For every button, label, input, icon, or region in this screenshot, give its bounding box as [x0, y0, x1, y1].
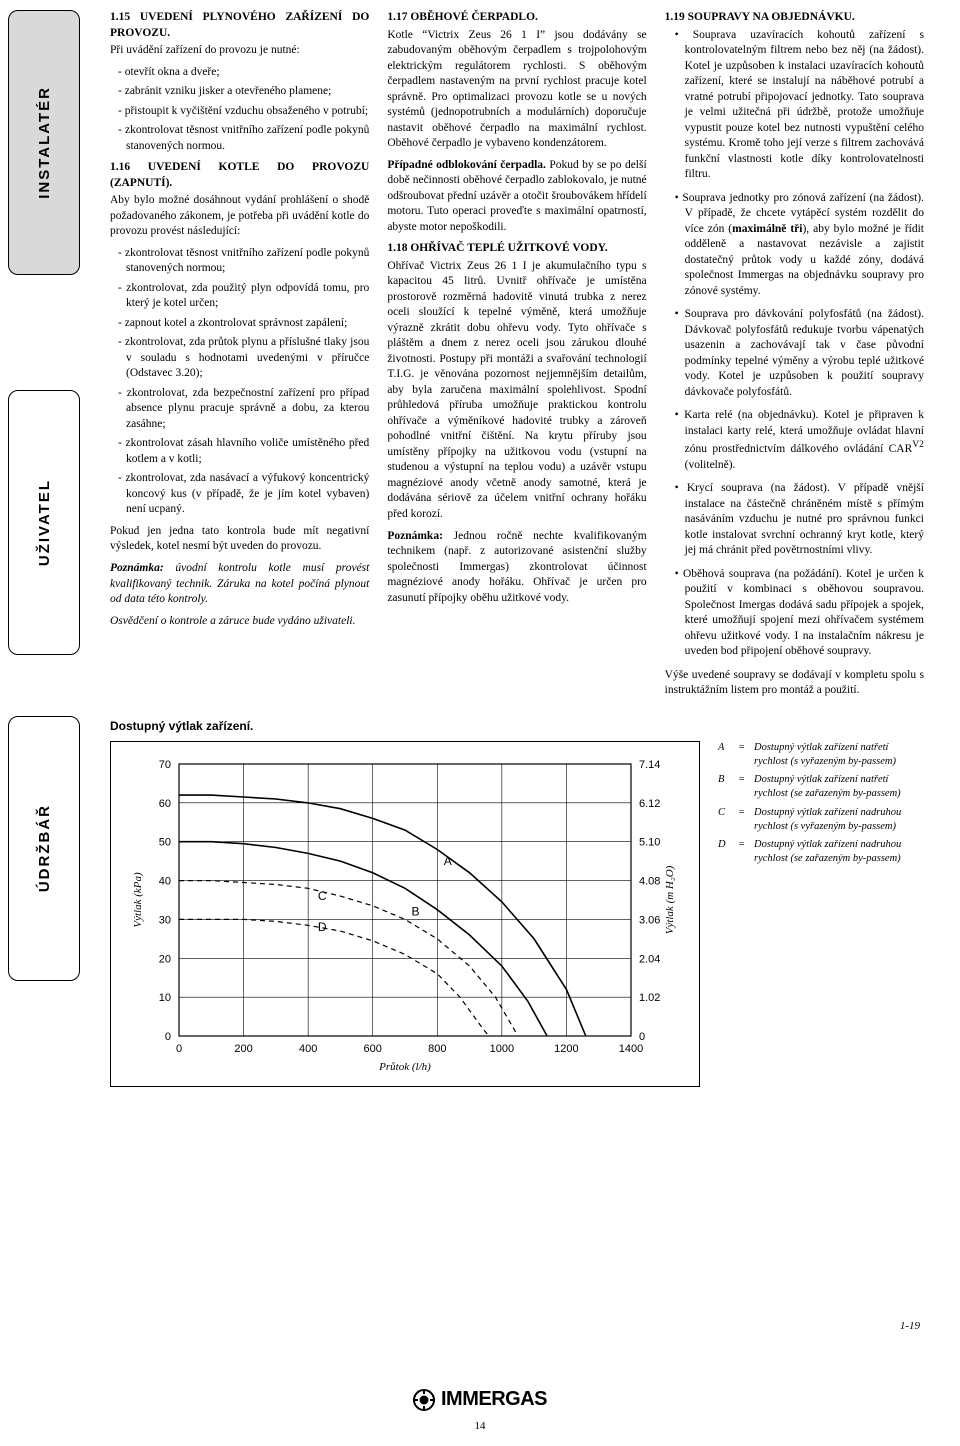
svg-text:2.04: 2.04	[639, 953, 660, 965]
svg-text:400: 400	[299, 1043, 317, 1055]
list-item: Souprava pro dávkování polyfosfátů (na ž…	[675, 307, 924, 400]
list-item: Souprava uzavíracích kohoutů zařízení s …	[675, 28, 924, 183]
legend-row: A=Dostupný výtlak zařízení natřetí rychl…	[718, 741, 924, 769]
list-item: Karta relé (na objednávku). Kotel je při…	[675, 408, 924, 473]
svg-text:0: 0	[639, 1031, 645, 1043]
legend-row: D=Dostupný výtlak zařízení nadruhou rych…	[718, 838, 924, 866]
sec-1-18-note: Poznámka: Jednou ročně nechte kvalifikov…	[387, 529, 646, 607]
sec-1-19-last: Výše uvedené soupravy se dodávají v komp…	[665, 668, 924, 699]
svg-text:6.12: 6.12	[639, 798, 660, 810]
list-item: zabránit vzniku jisker a otevřeného plam…	[118, 84, 369, 100]
svg-text:60: 60	[159, 798, 171, 810]
svg-text:Průtok (l/h): Průtok (l/h)	[378, 1061, 431, 1073]
list-item: otevřít okna a dveře;	[118, 65, 369, 81]
svg-text:50: 50	[159, 837, 171, 849]
legend-row: C=Dostupný výtlak zařízení nadruhou rych…	[718, 806, 924, 834]
chart-wrap: 020040060080010001200140000101.02202.043…	[110, 741, 924, 1087]
sec-1-17-p2: Případné odblokování čerpadla. Pokud by …	[387, 158, 646, 236]
list-item: Souprava jednotky pro zónová zařízení (n…	[675, 191, 924, 300]
svg-text:3.06: 3.06	[639, 914, 660, 926]
sec-1-19-title: 1.19 SOUPRAVY NA OBJEDNÁVKU.	[665, 10, 924, 26]
chart-title: Dostupný výtlak zařízení.	[110, 719, 924, 733]
sec-1-16-note: Poznámka: úvodní kontrolu kotle musí pro…	[110, 561, 369, 608]
brand-name: IMMERGAS	[441, 1388, 547, 1411]
svg-text:0: 0	[165, 1031, 171, 1043]
chart-legend: A=Dostupný výtlak zařízení natřetí rychl…	[718, 741, 924, 870]
svg-text:Výtlak (kPa): Výtlak (kPa)	[132, 872, 144, 928]
side-tab-installer: INSTALATÉR	[8, 10, 80, 275]
sec-1-17-p1: Kotle “Victrix Zeus 26 1 I” jsou dodáván…	[387, 28, 646, 152]
page-ref: 1-19	[900, 1320, 920, 1332]
svg-text:0: 0	[176, 1043, 182, 1055]
list-item: zkontrolovat, zda bezpečnostní zařízení …	[118, 386, 369, 433]
column-1: 1.15 UVEDENÍ PLYNOVÉHO ZAŘÍZENÍ DO PROVO…	[110, 10, 369, 705]
svg-text:B: B	[411, 905, 419, 919]
sec-1-16-title: 1.16 UVEDENÍ KOTLE DO PROVOZU (ZAPNUTÍ).	[110, 160, 369, 191]
svg-text:5.10: 5.10	[639, 837, 660, 849]
svg-text:7.14: 7.14	[639, 759, 660, 771]
sec-1-15-title: 1.15 UVEDENÍ PLYNOVÉHO ZAŘÍZENÍ DO PROVO…	[110, 10, 369, 41]
text-columns: 1.15 UVEDENÍ PLYNOVÉHO ZAŘÍZENÍ DO PROVO…	[110, 10, 924, 705]
sec-1-15-intro: Při uvádění zařízení do provozu je nutné…	[110, 43, 369, 59]
side-tab-installer-label: INSTALATÉR	[36, 86, 53, 199]
list-item: zkontrolovat, zda použitý plyn odpovídá …	[118, 281, 369, 312]
list-item: zapnout kotel a zkontrolovat správnost z…	[118, 316, 369, 332]
note-label: Poznámka:	[387, 530, 443, 542]
list-item: Oběhová souprava (na požádání). Kotel je…	[675, 567, 924, 660]
svg-text:20: 20	[159, 953, 171, 965]
column-3: 1.19 SOUPRAVY NA OBJEDNÁVKU. Souprava uz…	[665, 10, 924, 705]
sec-1-15-list: otevřít okna a dveře; zabránit vzniku ji…	[110, 65, 369, 155]
sec-1-17-title: 1.17 OBĚHOVÉ ČERPADLO.	[387, 10, 646, 26]
svg-text:600: 600	[364, 1043, 382, 1055]
svg-text:A: A	[444, 854, 452, 868]
list-item: zkontrolovat těsnost vnitřního zařízení …	[118, 246, 369, 277]
side-tab-maint: ÚDRŽBÁŘ	[8, 716, 80, 981]
column-2: 1.17 OBĚHOVÉ ČERPADLO. Kotle “Victrix Ze…	[387, 10, 646, 705]
sec-1-16-list: zkontrolovat těsnost vnitřního zařízení …	[110, 246, 369, 518]
note-label: Poznámka:	[110, 562, 164, 574]
brand-logo: IMMERGAS	[413, 1388, 547, 1411]
unblock-title: Případné odblokování čerpadla.	[387, 159, 546, 171]
list-item: zkontrolovat zásah hlavního voliče umíst…	[118, 436, 369, 467]
page-number: 14	[0, 1420, 960, 1432]
svg-text:40: 40	[159, 876, 171, 888]
svg-text:C: C	[318, 889, 327, 903]
svg-text:70: 70	[159, 759, 171, 771]
legend-row: B=Dostupný výtlak zařízení natřetí rychl…	[718, 773, 924, 801]
pressure-chart: 020040060080010001200140000101.02202.043…	[127, 756, 683, 1076]
svg-text:800: 800	[428, 1043, 446, 1055]
sec-1-18-p1: Ohřívač Victrix Zeus 26 1 I je akumulačn…	[387, 259, 646, 523]
svg-text:1400: 1400	[619, 1043, 643, 1055]
svg-text:10: 10	[159, 992, 171, 1004]
side-tab-user-label: UŽIVATEL	[36, 479, 53, 566]
svg-text:D: D	[318, 920, 327, 934]
svg-text:30: 30	[159, 914, 171, 926]
side-tab-maint-label: ÚDRŽBÁŘ	[36, 804, 53, 892]
list-item: Krycí souprava (na žádost). V případě vn…	[675, 481, 924, 559]
svg-text:4.08: 4.08	[639, 876, 660, 888]
svg-text:200: 200	[234, 1043, 252, 1055]
side-tab-user: UŽIVATEL	[8, 390, 80, 655]
list-item: zkontrolovat, zda nasávací a výfukový ko…	[118, 471, 369, 518]
sec-1-16-neg: Pokud jen jedna tato kontrola bude mít n…	[110, 524, 369, 555]
sec-1-16-intro: Aby bylo možné dosáhnout vydání prohláše…	[110, 193, 369, 240]
chart-box: 020040060080010001200140000101.02202.043…	[110, 741, 700, 1087]
svg-text:1200: 1200	[554, 1043, 578, 1055]
sec-1-16-cert: Osvědčení o kontrole a záruce bude vydán…	[110, 614, 369, 630]
list-item: zkontrolovat, zda průtok plynu a přísluš…	[118, 335, 369, 382]
list-item: přistoupit k vyčištění vzduchu obsaženéh…	[118, 104, 369, 120]
sec-1-18-title: 1.18 OHŘÍVAČ TEPLÉ UŽITKOVÉ VODY.	[387, 241, 646, 257]
sec-1-19-list: Souprava uzavíracích kohoutů zařízení s …	[665, 28, 924, 660]
list-item: zkontrolovat těsnost vnitřního zařízení …	[118, 123, 369, 154]
brand-icon	[413, 1389, 435, 1411]
svg-text:1000: 1000	[490, 1043, 514, 1055]
svg-text:1.02: 1.02	[639, 992, 660, 1004]
page-footer: IMMERGAS 14	[0, 1380, 960, 1446]
svg-text:Výtlak (m H₂O): Výtlak (m H₂O)	[664, 865, 676, 934]
